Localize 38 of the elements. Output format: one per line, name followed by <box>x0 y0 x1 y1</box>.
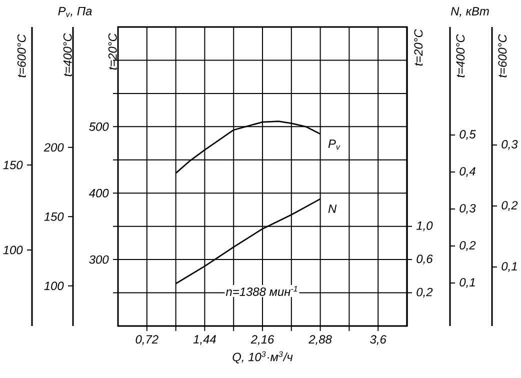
text: 0,1 <box>460 278 475 288</box>
text: 0,3 <box>502 140 518 150</box>
y2-tick-label: 1,0 <box>416 221 433 232</box>
text: 0,3 <box>460 204 476 214</box>
text: t=600°C <box>498 34 507 78</box>
text: 0,4 <box>460 167 476 177</box>
text: t=600°C <box>17 34 26 78</box>
line-series <box>175 198 322 284</box>
y2-axis-title: t=20°C <box>414 29 423 66</box>
x-tick-label: 2,16 <box>250 335 274 346</box>
x-tick-label: 1,44 <box>193 335 216 345</box>
y3-tick-label: 200 <box>44 143 64 152</box>
line-series <box>175 120 322 174</box>
text: P$_{v}$, Па <box>58 6 92 18</box>
y-tick-label: 300 <box>89 255 109 264</box>
text: 100 <box>3 246 23 254</box>
annotation: n=1388 мин$^{-1}$ <box>226 286 298 296</box>
y-tick-label: 500 <box>89 122 109 131</box>
y3-tick-label: 150 <box>44 212 64 221</box>
y-tick-label: 400 <box>88 188 109 198</box>
text: 0,2 <box>502 201 518 211</box>
x-tick-label: 3,6 <box>370 335 386 346</box>
x-axis-title: Q, 10$^{3}$·м$^{3}$/ч <box>232 351 293 364</box>
text: 150 <box>3 160 23 170</box>
text: N, кВт <box>450 7 489 17</box>
series-label: P$_{v}$ <box>328 140 340 150</box>
y2-tick-label: 0,2 <box>416 288 433 298</box>
y-axis-title: t=20°C <box>108 33 117 70</box>
text: 0,5 <box>460 130 476 140</box>
text: 0,2 <box>460 241 476 251</box>
y2-tick-label: 0,6 <box>416 254 433 264</box>
y3-tick-label: 100 <box>44 282 64 290</box>
series-label: N <box>328 204 337 213</box>
y3-axis-title: t=400°C <box>63 33 72 76</box>
x-tick-label: 0,72 <box>136 335 158 346</box>
text: 0,1 <box>502 262 517 272</box>
x-tick-label: 2,88 <box>308 335 332 346</box>
text: t=400°C <box>456 34 465 78</box>
